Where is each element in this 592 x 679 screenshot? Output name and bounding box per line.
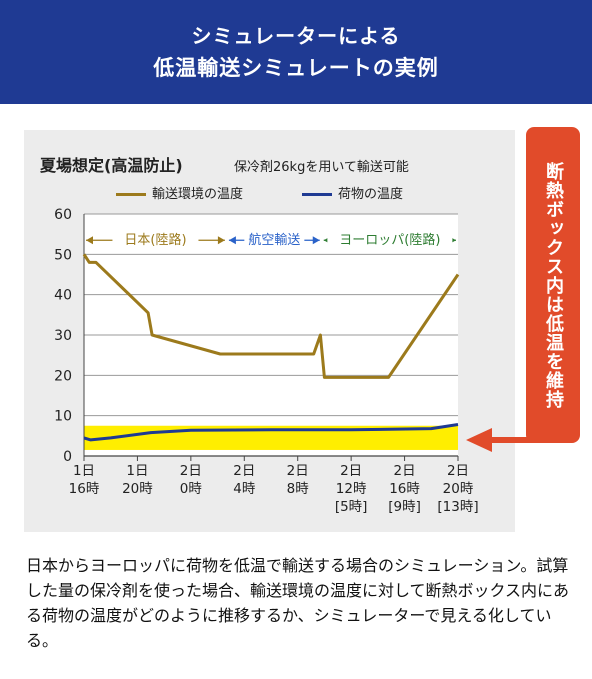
segment-label-bg	[327, 228, 453, 249]
legend-item-environment: 輸送環境の温度	[116, 183, 243, 202]
callout-connector	[490, 437, 558, 443]
y-tick-label: 50	[54, 247, 72, 263]
x-tick-label: 16時	[69, 481, 100, 497]
x-tick-label: [5時]	[335, 499, 368, 515]
header-title-line1: シミュレーターによる	[191, 24, 401, 48]
x-tick-label: 20時	[122, 481, 153, 497]
callout-box: 断熱ボックス内は低温を維持	[526, 127, 580, 443]
callout-arrow-icon	[466, 428, 492, 452]
x-tick-label: 16時	[389, 481, 420, 497]
series-line-1	[83, 423, 459, 442]
x-tick-label: 2日	[180, 463, 202, 479]
x-tick-label: 2日	[340, 463, 362, 479]
x-tick-label: 1日	[126, 463, 148, 479]
segment-arrowhead-right	[217, 236, 225, 245]
x-tick-label: 2日	[447, 463, 469, 479]
segment-label: 航空輸送	[248, 232, 300, 248]
y-tick-label: 40	[54, 288, 72, 304]
segment-label-bg	[244, 228, 305, 249]
x-tick-label: [9時]	[388, 499, 421, 515]
x-tick-label: 1日	[73, 463, 95, 479]
x-tick-label: 2日	[287, 463, 309, 479]
legend-swatch-environment	[116, 193, 146, 196]
segment-arrowhead-left	[86, 236, 93, 245]
x-tick-label: 8時	[287, 481, 310, 497]
legend-label-environment: 輸送環境の温度	[152, 187, 244, 202]
x-tick-label: 2日	[233, 463, 255, 479]
x-tick-label: 0時	[180, 481, 203, 497]
legend-label-cargo: 荷物の温度	[338, 187, 404, 202]
series-line-0	[82, 253, 460, 379]
y-tick-label: 0	[63, 449, 72, 465]
y-tick-label: 30	[54, 328, 72, 344]
segment-arrowhead-right	[312, 236, 320, 245]
x-tick-label: [13時]	[437, 499, 478, 515]
segment-arrowhead-left	[228, 236, 236, 245]
x-tick-label: 12時	[336, 481, 367, 497]
x-tick-label: 20時	[443, 481, 474, 497]
y-tick-label: 20	[54, 368, 72, 384]
segment-label: 日本(陸路)	[124, 232, 186, 248]
legend-item-cargo: 荷物の温度	[302, 183, 403, 202]
header-banner: シミュレーターによる 低温輸送シミュレートの実例	[0, 0, 592, 104]
header-title-line2: 低温輸送シミュレートの実例	[153, 56, 439, 80]
x-tick-label: 2日	[394, 463, 416, 479]
y-tick-label: 60	[54, 207, 72, 223]
segment-label: ヨーロッパ(陸路)	[339, 232, 440, 248]
description-text: 日本からヨーロッパに荷物を低温で輸送する場合のシミュレーション。試算した量の保冷…	[26, 556, 570, 650]
y-tick-label: 10	[54, 409, 72, 425]
legend-swatch-cargo	[302, 193, 332, 196]
chart-subtitle: 保冷剤26kgを用いて輸送可能	[234, 160, 409, 175]
segment-label-bg	[112, 228, 199, 249]
x-tick-label: 4時	[233, 481, 256, 497]
chart-title: 夏場想定(高温防止)	[40, 156, 183, 175]
